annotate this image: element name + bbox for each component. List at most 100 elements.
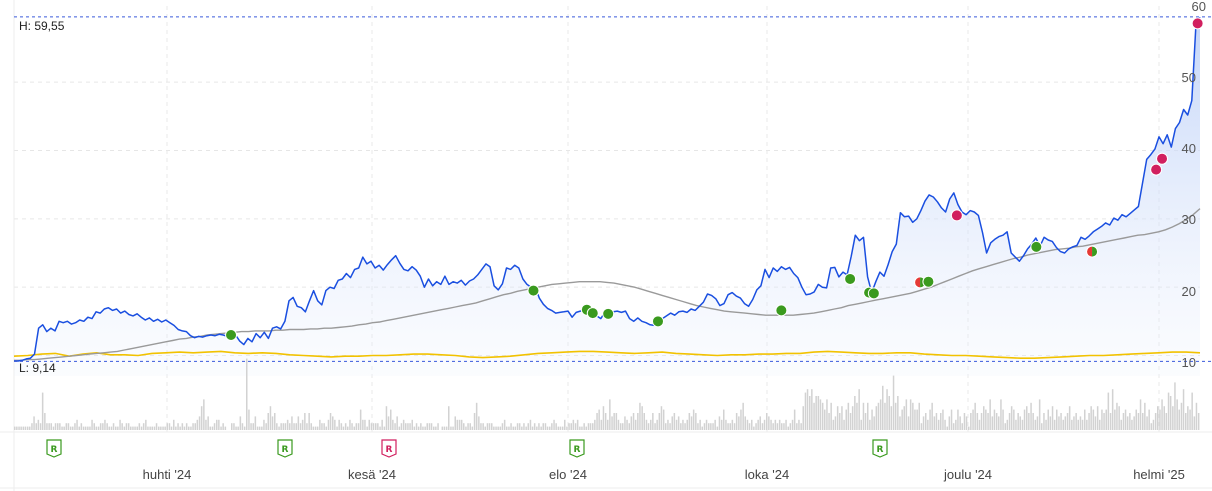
volume-bar — [488, 423, 491, 430]
volume-bar — [1185, 413, 1187, 430]
area-layer — [14, 17, 1200, 377]
volume-bar — [998, 416, 1000, 430]
volume-bar — [1084, 409, 1086, 430]
volume-bars — [14, 358, 1200, 430]
volume-bar — [375, 423, 377, 430]
volume-bar — [119, 419, 121, 430]
marker-buy-6 — [775, 304, 788, 317]
volume-bar — [95, 426, 98, 430]
volume-bar — [813, 402, 815, 430]
volume-bar — [718, 416, 721, 430]
volume-bar — [667, 419, 669, 430]
volume-bar — [763, 419, 766, 430]
volume-bar — [338, 419, 340, 430]
volume-bar — [800, 423, 802, 430]
volume-bar — [778, 419, 781, 430]
volume-bar — [1182, 389, 1185, 430]
report-badge-2: R — [381, 439, 397, 458]
volume-bar — [714, 419, 716, 430]
volume-bar — [140, 426, 143, 430]
volume-bar — [817, 396, 820, 430]
volume-bar — [368, 419, 370, 430]
volume-bar — [729, 423, 731, 430]
volume-bar — [508, 426, 510, 430]
volume-bar — [194, 423, 196, 430]
volume-bar — [824, 409, 826, 430]
volume-bar — [1146, 416, 1148, 430]
volume-bar — [746, 419, 749, 430]
volume-bar — [634, 419, 637, 430]
volume-bar — [540, 426, 542, 430]
volume-bar — [1026, 406, 1028, 430]
volume-bar — [944, 419, 946, 430]
volume-bar — [110, 426, 113, 430]
volume-bar — [503, 419, 506, 430]
volume-bar — [615, 413, 618, 430]
volume-bar — [351, 423, 353, 430]
volume-bar — [1096, 406, 1099, 430]
volume-bar — [203, 399, 205, 430]
volume-bar — [925, 413, 927, 430]
volume-bar — [196, 419, 199, 430]
volume-bar — [224, 426, 227, 430]
volume-bar — [909, 399, 912, 430]
badge-letter: R — [574, 445, 581, 455]
volume-bar — [976, 413, 979, 430]
volume-bar — [604, 413, 607, 430]
volume-bar — [218, 419, 220, 430]
volume-bar — [787, 426, 789, 430]
marker-buy-5 — [651, 315, 664, 328]
badge-shape — [381, 439, 397, 458]
volume-bar — [987, 413, 989, 430]
volume-bar — [650, 419, 652, 430]
volume-bar — [804, 392, 807, 430]
volume-bar — [241, 423, 244, 430]
volume-bar — [1019, 416, 1021, 430]
volume-bar — [561, 426, 564, 430]
volume-bar — [1167, 392, 1170, 430]
volume-bar — [1178, 409, 1180, 430]
volume-bar — [52, 426, 55, 430]
volume-bar — [1165, 413, 1168, 430]
marker-sell-12 — [950, 209, 963, 222]
volume-bar — [188, 426, 190, 430]
volume-bar — [484, 426, 486, 430]
volume-bar — [441, 426, 444, 430]
volume-bar — [349, 419, 351, 430]
volume-bar — [1099, 419, 1101, 430]
volume-bar — [491, 423, 493, 430]
volume-bar — [1043, 413, 1045, 430]
volume-bar — [1066, 413, 1069, 430]
volume-bar — [877, 402, 880, 430]
volume-bar — [177, 423, 179, 430]
volume-bar — [968, 426, 970, 430]
volume-bar — [710, 423, 712, 430]
yellow-line — [13, 350, 1201, 359]
volume-bar — [1154, 413, 1157, 430]
volume-bar — [267, 413, 269, 430]
volume-bar — [671, 416, 673, 430]
volume-bar — [417, 426, 420, 430]
volume-bar — [265, 423, 267, 430]
volume-bar — [639, 402, 641, 430]
volume-bar — [665, 423, 667, 430]
volume-bar — [478, 416, 480, 430]
volume-bar — [950, 409, 953, 430]
volume-bar — [22, 426, 25, 430]
volume-bar — [570, 423, 572, 430]
volume-bar — [553, 419, 555, 430]
volume-bar — [959, 416, 961, 430]
volume-bar — [102, 423, 104, 430]
y-tick-20: 20 — [1182, 284, 1196, 299]
volume-bar — [523, 423, 525, 430]
volume-bar — [166, 423, 168, 430]
volume-bar — [198, 416, 201, 430]
volume-bar — [1034, 419, 1037, 430]
volume-bar — [1176, 399, 1178, 430]
volume-bar — [248, 409, 250, 430]
volume-bar — [209, 426, 211, 430]
volume-bar — [922, 416, 925, 430]
volume-bar — [991, 416, 994, 430]
volume-bar — [1118, 406, 1120, 430]
volume-bar — [613, 413, 615, 430]
